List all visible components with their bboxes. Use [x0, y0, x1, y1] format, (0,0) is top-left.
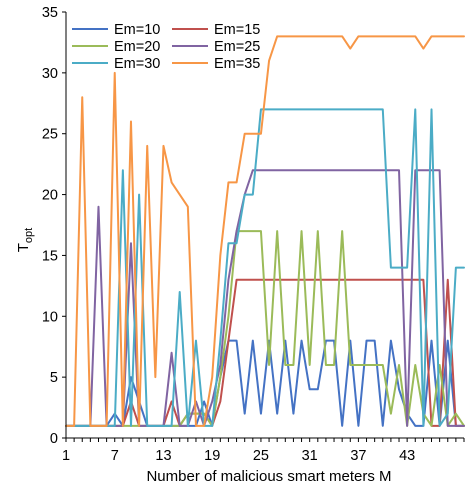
y-tick-label: 15	[42, 248, 58, 264]
legend-entry: Em=20	[72, 39, 160, 55]
legend-label: Em=15	[214, 22, 260, 38]
legend-entry: Em=30	[72, 56, 160, 72]
legend-label: Em=35	[214, 56, 260, 72]
legend-label: Em=30	[114, 56, 160, 72]
y-tick-label: 25	[42, 127, 58, 143]
legend-label: Em=25	[214, 39, 260, 55]
legend-label: Em=10	[114, 22, 160, 38]
x-tick-label: 31	[302, 448, 318, 464]
x-tick-label: 19	[204, 448, 220, 464]
series-line-em-30	[65, 108, 465, 427]
legend-entry: Em=10	[72, 22, 160, 38]
y-tick-label: 10	[42, 309, 58, 325]
x-tick-label: 13	[155, 448, 171, 464]
x-tick-label: 25	[253, 448, 269, 464]
x-tick-label: 43	[399, 448, 415, 464]
y-tick-label: 35	[42, 5, 58, 21]
y-axis-title-subscript: opt	[23, 228, 35, 243]
plot-area	[65, 35, 465, 427]
x-tick-label: 1	[62, 448, 70, 464]
y-tick-label: 30	[42, 66, 58, 82]
x-tick-label: 37	[350, 448, 366, 464]
legend: Em=10 Em=15 Em=20 Em=25 Em=30 Em=35	[72, 22, 260, 72]
series-line-em-20	[65, 230, 465, 427]
axes: 0 5 10 15 20 25 30 35 1 7 13 19 25 31 37 43	[42, 5, 465, 464]
legend-entry: Em=35	[172, 56, 260, 72]
y-tick-label: 5	[50, 370, 58, 386]
y-axis-title-main: T	[15, 243, 32, 252]
y-tick-label: 20	[42, 188, 58, 204]
series-line-em-25	[65, 169, 465, 427]
legend-entry: Em=25	[172, 39, 260, 55]
legend-entry: Em=15	[172, 22, 260, 38]
y-axis-title: Topt	[15, 228, 35, 252]
x-tick-label: 7	[111, 448, 119, 464]
y-tick-label: 0	[50, 431, 58, 447]
x-axis-title: Number of malicious smart meters M	[146, 468, 391, 485]
series-line-em-35	[65, 35, 465, 427]
legend-label: Em=20	[114, 39, 160, 55]
